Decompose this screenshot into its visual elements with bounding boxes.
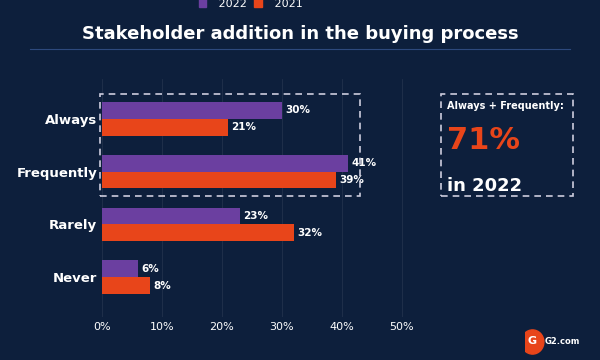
Text: 21%: 21% <box>231 122 256 132</box>
Text: 71%: 71% <box>447 126 520 156</box>
Text: 6%: 6% <box>141 264 159 274</box>
Bar <box>102 224 294 241</box>
Circle shape <box>521 330 544 354</box>
Text: Stakeholder addition in the buying process: Stakeholder addition in the buying proce… <box>82 25 518 43</box>
Bar <box>102 102 282 119</box>
Text: 30%: 30% <box>285 105 310 115</box>
Text: 8%: 8% <box>153 281 171 291</box>
Bar <box>102 277 150 294</box>
Text: G: G <box>528 337 537 346</box>
Text: 39%: 39% <box>339 175 364 185</box>
Bar <box>102 207 240 224</box>
Text: Always + Frequently:: Always + Frequently: <box>447 101 564 111</box>
Text: 41%: 41% <box>351 158 376 168</box>
Text: 32%: 32% <box>297 228 322 238</box>
Bar <box>102 172 336 189</box>
Text: in 2022: in 2022 <box>447 177 522 195</box>
Bar <box>102 155 348 172</box>
Text: G2.com: G2.com <box>544 338 580 346</box>
Bar <box>102 260 138 277</box>
Bar <box>102 119 228 136</box>
Legend:  2022,  2021: 2022, 2021 <box>199 0 302 9</box>
Text: 23%: 23% <box>243 211 268 221</box>
